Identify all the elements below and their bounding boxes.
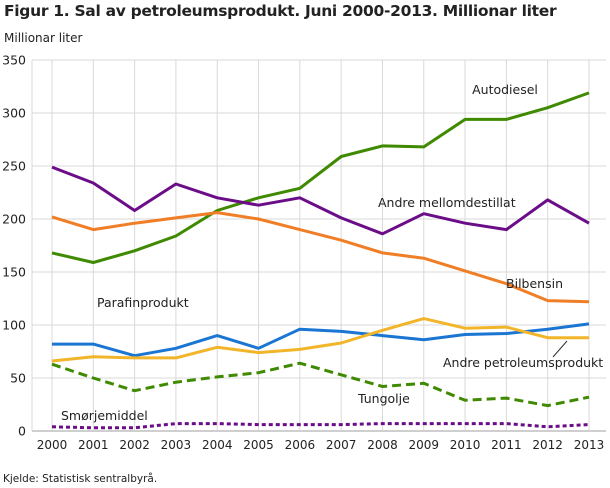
x-tick-label: 2001 <box>78 438 109 452</box>
series-line-andre-petroleumsprodukt <box>51 317 589 363</box>
series-label: Andre mellomdestillat <box>378 195 516 210</box>
y-tick-label: 350 <box>2 53 26 68</box>
series-line-parafinprodukt <box>52 322 590 358</box>
x-tick-label: 2002 <box>119 438 150 452</box>
series-label: Bilbensin <box>506 276 563 291</box>
chart-title: Figur 1. Sal av petroleumsprodukt. Juni … <box>4 2 557 20</box>
series-line-bilbensin <box>51 211 590 304</box>
label-leader-line <box>552 340 568 358</box>
y-axis-label: Millionar liter <box>4 31 83 45</box>
x-tick-label: 2008 <box>367 438 398 452</box>
series-line-autodiesel <box>51 91 590 264</box>
source-note: Kjelde: Statistisk sentralbyrå. <box>3 473 158 485</box>
x-tick-label: 2004 <box>202 438 233 452</box>
series-label: Andre petroleumsprodukt <box>443 355 603 370</box>
x-tick-label: 2013 <box>574 438 605 452</box>
x-tick-label: 2006 <box>285 438 316 452</box>
series-line-smørjemiddel <box>51 422 590 430</box>
x-tick-label: 2010 <box>450 438 481 452</box>
x-tick-label: 2005 <box>243 438 274 452</box>
series-label: Parafinprodukt <box>97 295 189 310</box>
y-tick-label: 200 <box>2 212 26 227</box>
y-tick-label: 150 <box>2 265 26 280</box>
y-tick-label: 50 <box>10 371 26 386</box>
x-tick-label: 2011 <box>491 438 522 452</box>
x-tick-label: 2009 <box>408 438 439 452</box>
y-tick-label: 0 <box>18 424 26 439</box>
series-label: Smørjemiddel <box>61 408 148 423</box>
x-tick-label: 2012 <box>532 438 563 452</box>
x-tick-label: 2007 <box>326 438 357 452</box>
x-tick-label: 2000 <box>37 438 68 452</box>
y-tick-label: 300 <box>2 106 26 121</box>
series-line-andre-mellomdestillat <box>51 165 590 236</box>
y-tick-label: 250 <box>2 159 26 174</box>
y-tick-label: 100 <box>2 318 26 333</box>
x-tick-label: 2003 <box>161 438 192 452</box>
series-label: Tungolje <box>357 391 410 406</box>
series-label: Autodiesel <box>472 82 538 97</box>
